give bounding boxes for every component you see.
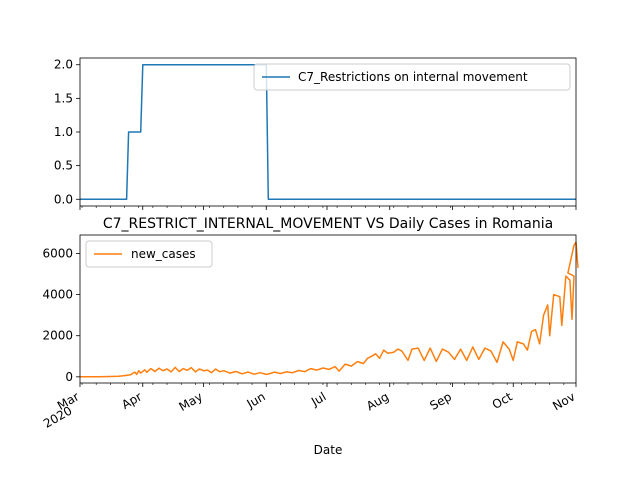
- restrictions-y-tick-label: 1.5: [54, 91, 73, 105]
- restrictions-legend-box: [253, 63, 571, 91]
- cases-legend-label: new_cases: [131, 247, 196, 261]
- cases-legend-box: [85, 240, 213, 268]
- restrictions-subplot: 0.0 0.5 1.0 1.5 2.0 C7_Restrictions on inter…: [54, 57, 577, 210]
- cases-y-tick-label: 6000: [42, 247, 73, 261]
- cases-y-tick-label: 0: [65, 370, 73, 384]
- cases-y-tick-label: 2000: [42, 329, 73, 343]
- restrictions-y-tick-label: 1.0: [54, 125, 73, 139]
- cases-legend: new_cases: [85, 240, 213, 268]
- restrictions-legend-label: C7_Restrictions on internal movement: [298, 70, 528, 84]
- restrictions-line: [80, 63, 576, 201]
- restrictions-y-tick-label: 0.5: [54, 159, 73, 173]
- restrictions-legend: C7_Restrictions on internal movement: [253, 63, 571, 91]
- restrictions-y-tick-label: 0.0: [54, 192, 73, 206]
- month-tick-label: Jul: [308, 389, 328, 409]
- restrictions-ticks: 0.0 0.5 1.0 1.5 2.0: [54, 58, 577, 210]
- new-cases-line: [79, 241, 579, 378]
- cases-chart-title: C7_RESTRICT_INTERNAL_MOVEMENT VS Daily C…: [103, 216, 553, 232]
- cases-series: [79, 241, 579, 378]
- cases-y-tick-label: 4000: [42, 288, 73, 302]
- restrictions-axes-frame: [79, 57, 577, 207]
- cases-ticks: 0 2000 4000 6000: [42, 247, 577, 387]
- x-axis-label: Date: [314, 443, 343, 457]
- restrictions-series: [80, 63, 576, 201]
- cases-axes-frame: [79, 234, 577, 384]
- restrictions-y-tick-label: 2.0: [54, 58, 73, 72]
